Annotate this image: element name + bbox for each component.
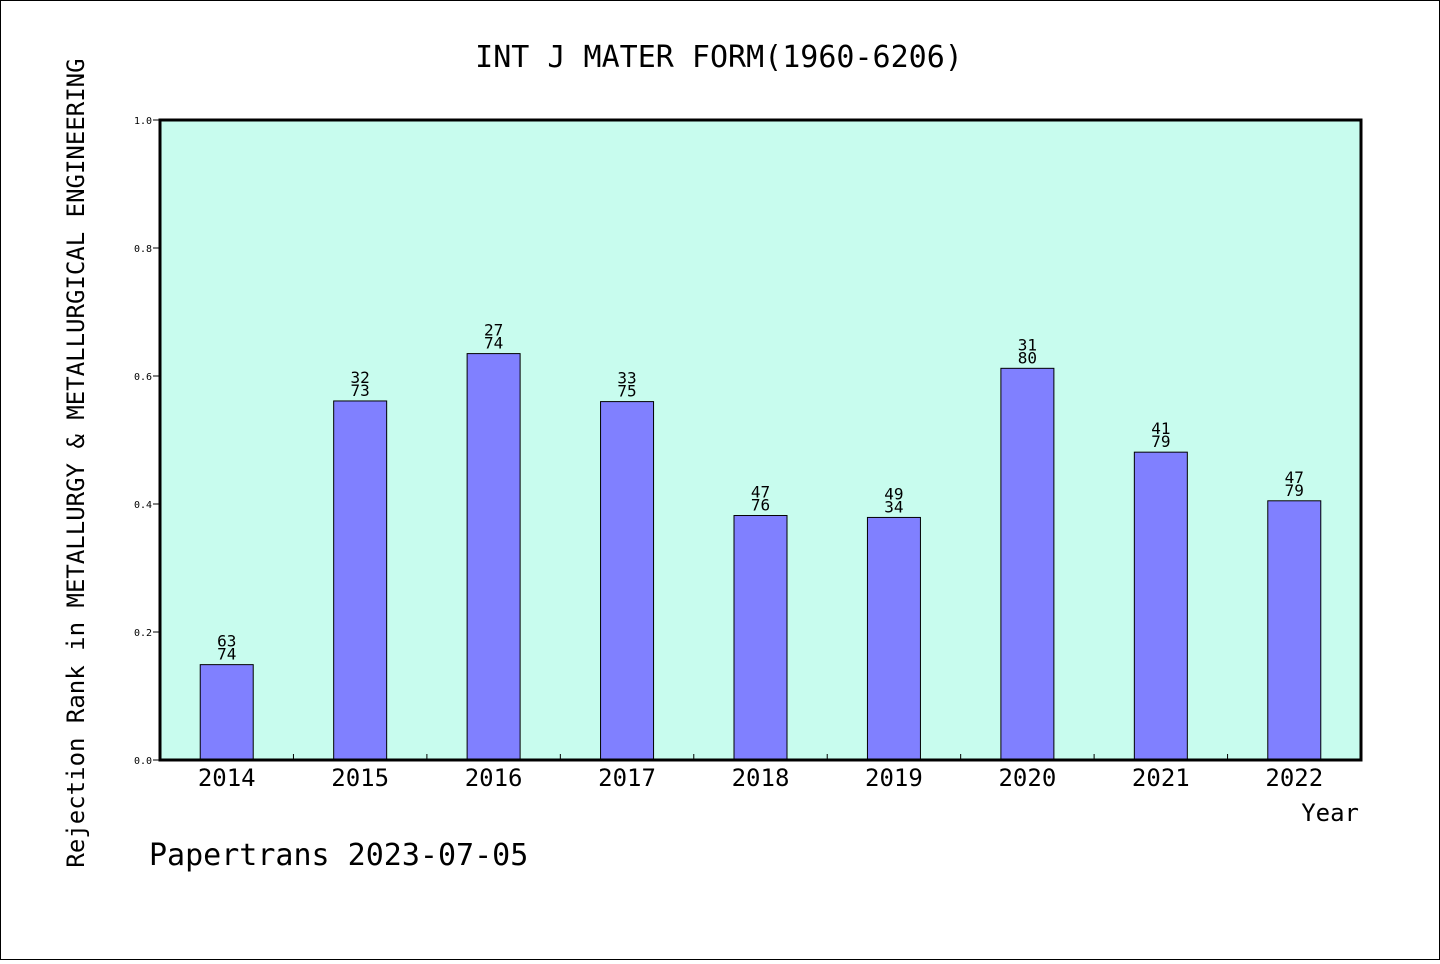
- bar-2014: [199, 664, 254, 761]
- bar-label-top: 49: [884, 484, 903, 503]
- bar-label-top: 47: [751, 483, 770, 502]
- bar-2022: [1267, 500, 1322, 761]
- bar-label-top: 63: [217, 632, 236, 651]
- x-tick-label: 2015: [331, 764, 389, 792]
- bar-label-top: 31: [1018, 335, 1037, 354]
- bar-label-bottom: 73: [351, 381, 370, 400]
- bar-label-bottom: 79: [1151, 432, 1170, 451]
- bar-label-bottom: 80: [1018, 348, 1037, 367]
- bar-2018: [733, 515, 788, 761]
- bar-label-bottom: 76: [751, 496, 770, 515]
- bar-label-top: 33: [617, 369, 636, 388]
- bar-label-bottom: 75: [617, 382, 636, 401]
- bars-group: [199, 353, 1322, 761]
- bar-label-bottom: 79: [1285, 481, 1304, 500]
- y-axis-ticks: 0.0 0.2 0.4 0.6 0.8 1.0: [134, 116, 160, 767]
- bar-label-top: 27: [484, 321, 503, 340]
- y-tick-label: 0.6: [134, 372, 152, 383]
- x-tick-label: 2019: [865, 764, 923, 792]
- bar-2017: [600, 401, 655, 761]
- x-tick-label: 2016: [465, 764, 523, 792]
- bar-label-top: 41: [1151, 419, 1170, 438]
- y-tick-label: 0.8: [134, 244, 152, 255]
- bar-2019: [866, 516, 921, 761]
- bar-label-top: 47: [1285, 468, 1304, 487]
- x-tick-label: 2020: [998, 764, 1056, 792]
- y-tick-label: 0.0: [134, 756, 152, 767]
- bar-label-top: 32: [351, 368, 370, 387]
- plot-frame: [158, 118, 1363, 762]
- y-axis-label: Rejection Rank in METALLURGY & METALLURG…: [62, 58, 90, 867]
- x-axis-ticks: 2014 2015 2016 2017 2018 2019 2020 2021 2022: [198, 754, 1323, 792]
- bar-2015: [333, 400, 388, 761]
- y-tick-label: 1.0: [134, 116, 152, 127]
- x-tick-label: 2021: [1132, 764, 1190, 792]
- x-tick-label: 2022: [1265, 764, 1323, 792]
- bar-2016: [466, 353, 521, 761]
- x-tick-label: 2014: [198, 764, 256, 792]
- y-tick-label: 0.4: [134, 500, 152, 511]
- bar-label-bottom: 74: [484, 334, 503, 353]
- x-tick-label: 2018: [732, 764, 790, 792]
- bar-2021: [1133, 451, 1188, 761]
- footer-text: Papertrans 2023-07-05: [149, 838, 528, 873]
- chart-title: INT J MATER FORM(1960-6206): [475, 40, 963, 75]
- bar-2020: [1000, 367, 1055, 761]
- bar-label-bottom: 34: [884, 497, 903, 516]
- bar-label-bottom: 74: [217, 645, 236, 664]
- x-tick-label: 2017: [598, 764, 656, 792]
- y-tick-label: 0.2: [134, 628, 152, 639]
- x-axis-label: Year: [1301, 799, 1359, 827]
